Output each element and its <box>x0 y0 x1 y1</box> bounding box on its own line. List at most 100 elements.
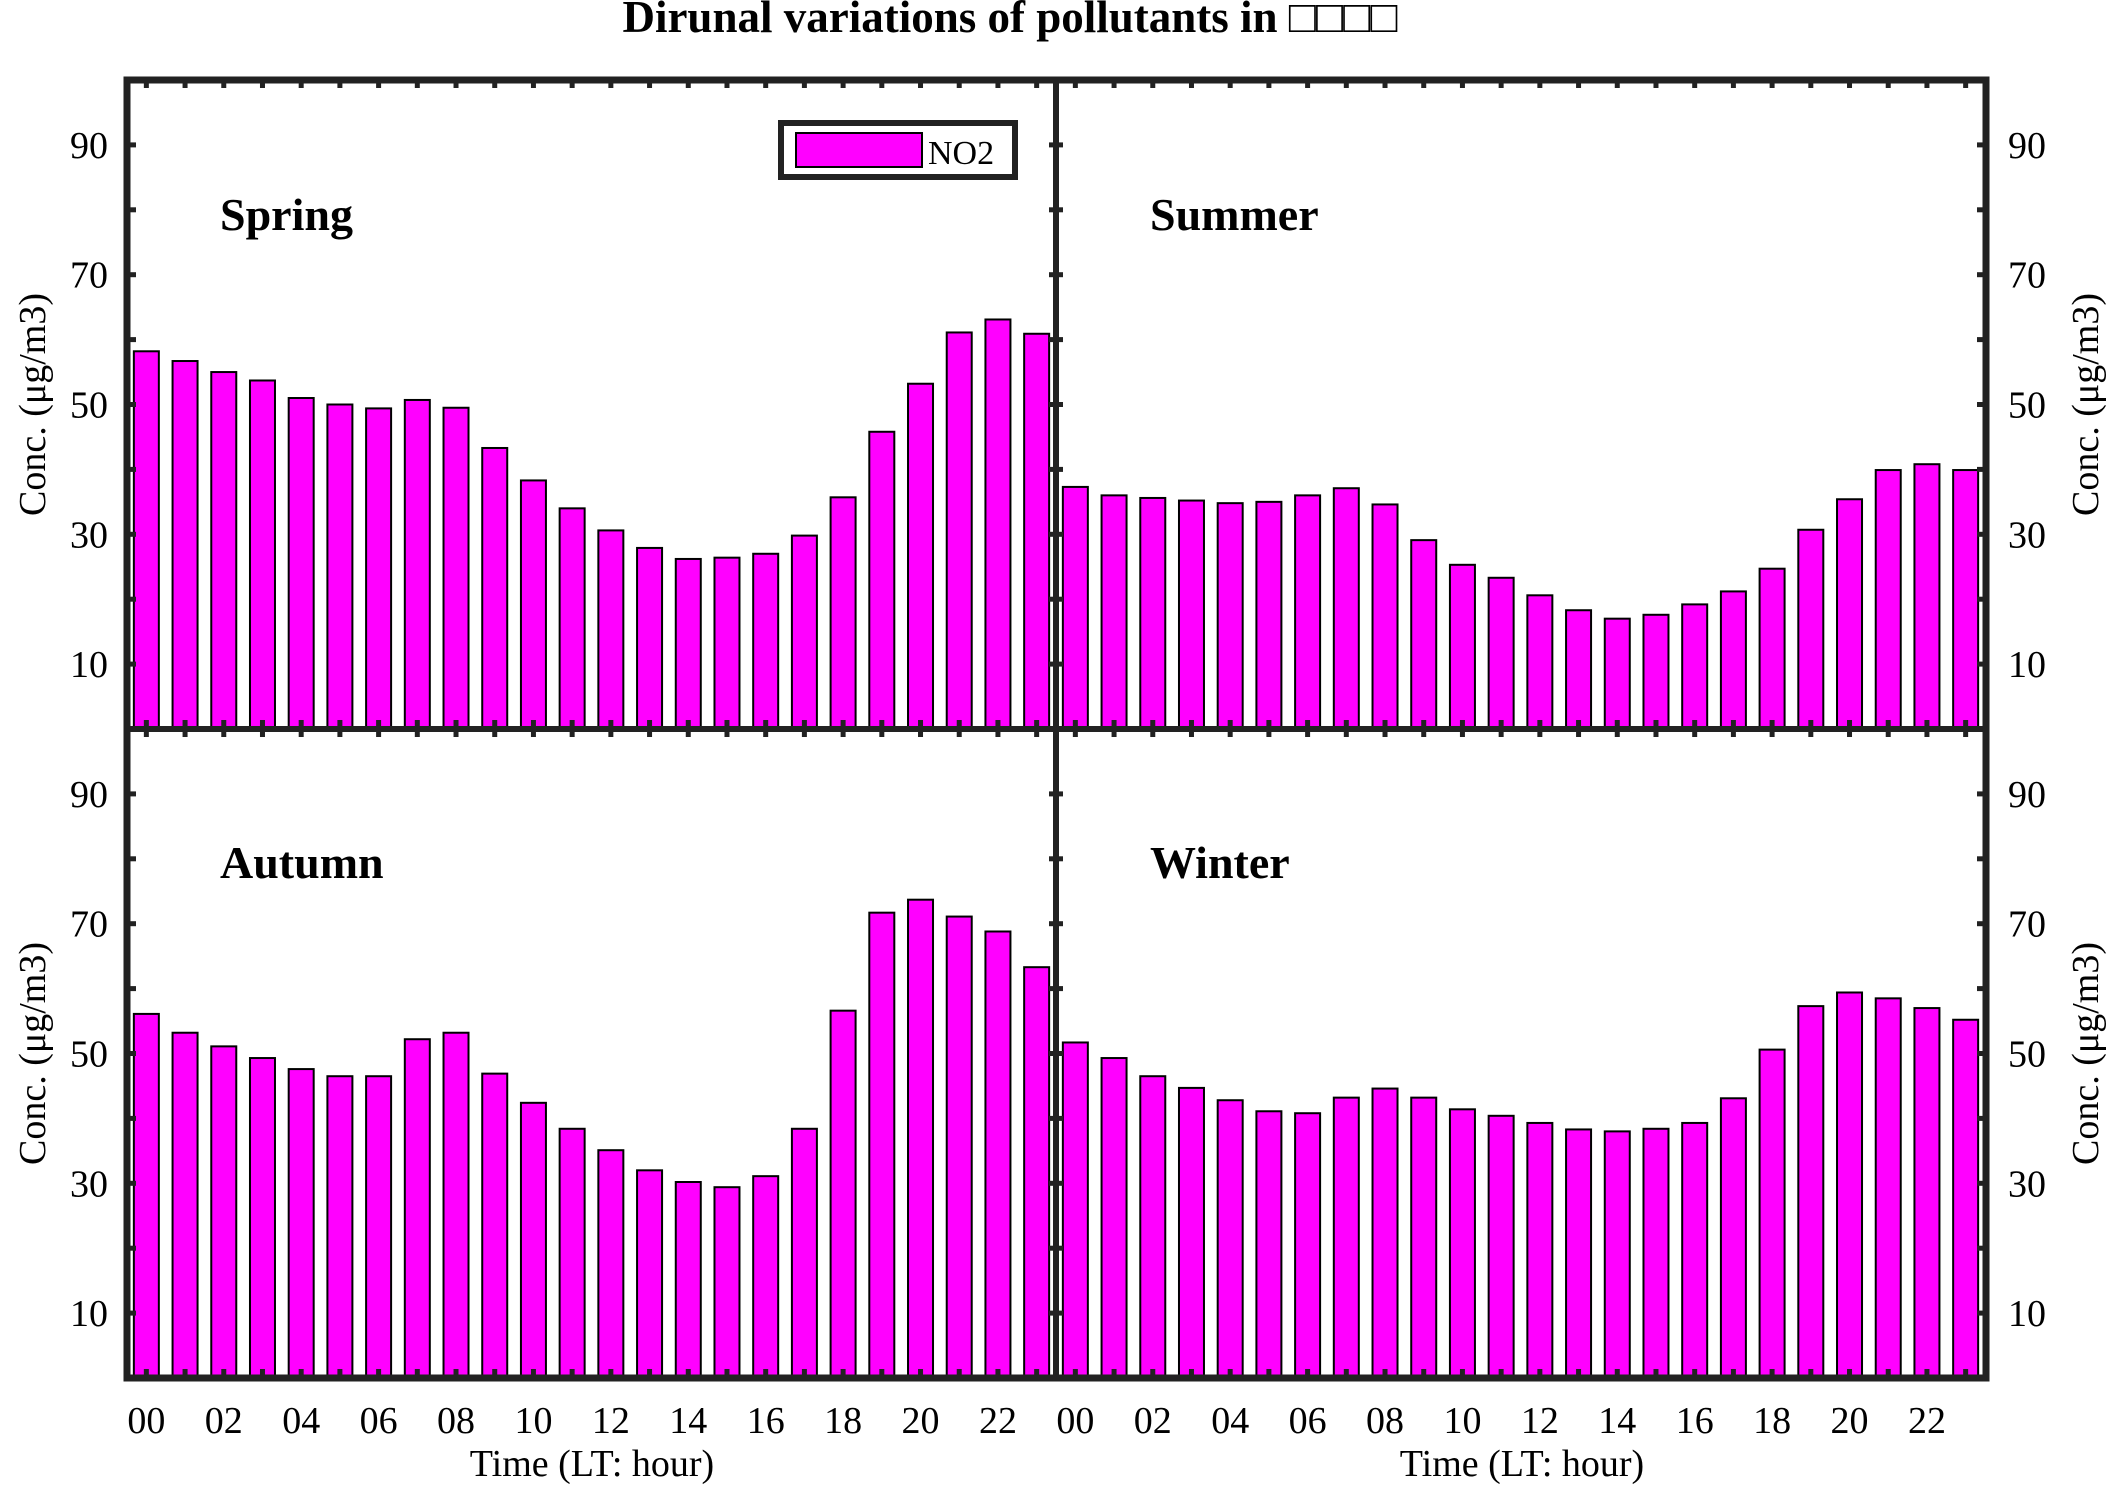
panel-winter: Winter 10 30 50 70 90 Conc. (μg/m3) 00 02 04 06 08 1… <box>1056 729 2107 1442</box>
chart-title: Dirunal variations of pollutants in □□□□ <box>622 0 1397 42</box>
bar-summer-10 <box>1448 563 1476 730</box>
bar-summer-08 <box>1371 503 1399 731</box>
bar-spring-21 <box>945 331 973 730</box>
bar-summer-09 <box>1410 539 1438 731</box>
bar-winter-14 <box>1603 1130 1631 1379</box>
bar-summer-03 <box>1177 499 1205 730</box>
panel-summer: Summer 10 30 50 70 90 Conc. (μg/m3) <box>1056 80 2107 731</box>
season-label-spring: Spring <box>220 189 353 240</box>
bar-winter-21 <box>1874 997 1902 1380</box>
bar-winter-16 <box>1681 1121 1709 1379</box>
tick-marks-winter <box>1056 729 1986 1378</box>
y-axis-label-spring: Conc. (μg/m3) <box>12 293 54 516</box>
legend-swatch-no2 <box>795 132 923 168</box>
bar-autumn-19 <box>868 911 896 1379</box>
y-tick-label-winter-30: 30 <box>2008 1163 2046 1205</box>
bar-summer-00 <box>1061 485 1089 731</box>
bar-summer-17 <box>1719 590 1747 730</box>
panel-autumn: Autumn 10 30 50 70 90 Conc. (μg/m3) 00 02 04 06 08 1… <box>12 729 1056 1442</box>
y-axis-label-summer: Conc. (μg/m3) <box>2065 293 2107 516</box>
x-tick-label-autumn-14: 14 <box>669 1400 707 1442</box>
bar-spring-10 <box>519 479 547 730</box>
y-tick-label-winter-90: 90 <box>2008 774 2046 816</box>
panels-layer: Spring 10 30 50 70 90 Conc. (μg/m3) Summer 10 30 5… <box>12 80 2107 1442</box>
bar-spring-22 <box>984 318 1012 730</box>
x-tick-label-winter-00: 00 <box>1056 1400 1094 1442</box>
y-tick-label-spring-90: 90 <box>70 125 108 167</box>
x-tick-label-winter-06: 06 <box>1289 1400 1327 1442</box>
bar-autumn-12 <box>597 1149 625 1379</box>
y-tick-label-autumn-30: 30 <box>70 1163 108 1205</box>
bar-autumn-04 <box>287 1068 315 1379</box>
bar-summer-18 <box>1758 567 1786 731</box>
x-tick-label-autumn-18: 18 <box>824 1400 862 1442</box>
bar-spring-23 <box>1023 332 1051 730</box>
x-tick-label-autumn-06: 06 <box>360 1400 398 1442</box>
x-tick-label-autumn-04: 04 <box>282 1400 320 1442</box>
y-tick-label-autumn-50: 50 <box>70 1034 108 1076</box>
y-axis-label-winter: Conc. (μg/m3) <box>2065 942 2107 1165</box>
y-tick-label-summer-10: 10 <box>2008 644 2046 686</box>
x-tick-label-autumn-08: 08 <box>437 1400 475 1442</box>
bar-winter-04 <box>1216 1099 1244 1379</box>
y-axis-label-autumn: Conc. (μg/m3) <box>12 942 54 1165</box>
x-axis-label-left: Time (LT: hour) <box>470 1443 714 1485</box>
bar-winter-07 <box>1332 1096 1360 1379</box>
x-tick-label-autumn-22: 22 <box>979 1400 1017 1442</box>
x-tick-label-winter-14: 14 <box>1598 1400 1636 1442</box>
bar-spring-03 <box>248 379 276 730</box>
bar-spring-09 <box>481 446 509 730</box>
bar-spring-07 <box>403 398 431 730</box>
bar-spring-14 <box>674 557 702 731</box>
season-label-autumn: Autumn <box>220 837 384 888</box>
y-tick-label-winter-70: 70 <box>2008 904 2046 946</box>
bar-summer-11 <box>1487 576 1515 731</box>
bar-winter-15 <box>1642 1127 1670 1380</box>
bar-autumn-10 <box>519 1101 547 1379</box>
bar-autumn-00 <box>132 1012 160 1379</box>
bar-winter-09 <box>1410 1096 1438 1379</box>
bar-spring-00 <box>132 350 160 730</box>
bar-winter-05 <box>1255 1110 1283 1379</box>
bar-spring-11 <box>558 507 586 730</box>
y-tick-label-summer-30: 30 <box>2008 514 2046 556</box>
bar-autumn-07 <box>403 1038 431 1379</box>
bar-autumn-03 <box>248 1057 276 1380</box>
bar-winter-19 <box>1797 1005 1825 1379</box>
bar-winter-17 <box>1719 1097 1747 1380</box>
y-tick-label-autumn-70: 70 <box>70 904 108 946</box>
bar-spring-15 <box>713 556 741 730</box>
bar-spring-05 <box>326 403 354 730</box>
x-tick-label-autumn-10: 10 <box>514 1400 552 1442</box>
bar-summer-22 <box>1913 463 1941 730</box>
x-tick-label-winter-12: 12 <box>1521 1400 1559 1442</box>
legend: NO2 <box>778 120 1018 180</box>
y-tick-label-spring-10: 10 <box>70 644 108 686</box>
x-tick-label-winter-16: 16 <box>1676 1400 1714 1442</box>
bar-winter-08 <box>1371 1087 1399 1380</box>
bar-spring-02 <box>210 371 238 730</box>
bar-autumn-02 <box>210 1045 238 1379</box>
bar-summer-12 <box>1526 594 1554 730</box>
bar-spring-01 <box>171 360 199 730</box>
bar-autumn-17 <box>790 1127 818 1380</box>
bar-winter-23 <box>1952 1018 1980 1379</box>
bar-winter-06 <box>1294 1112 1322 1379</box>
x-tick-label-winter-20: 20 <box>1831 1400 1869 1442</box>
x-tick-label-autumn-00: 00 <box>127 1400 165 1442</box>
bar-summer-04 <box>1216 502 1244 730</box>
panel-spring: Spring 10 30 50 70 90 Conc. (μg/m3) <box>12 80 1056 731</box>
bar-autumn-01 <box>171 1031 199 1379</box>
bar-summer-01 <box>1100 494 1128 730</box>
bar-winter-20 <box>1836 991 1864 1379</box>
bar-summer-19 <box>1797 528 1825 731</box>
bar-autumn-14 <box>674 1181 702 1379</box>
x-tick-label-autumn-02: 02 <box>205 1400 243 1442</box>
x-tick-label-winter-18: 18 <box>1753 1400 1791 1442</box>
bar-summer-16 <box>1681 603 1709 731</box>
bar-winter-03 <box>1177 1086 1205 1380</box>
y-tick-label-summer-50: 50 <box>2008 385 2046 427</box>
bar-summer-15 <box>1642 613 1670 731</box>
bar-autumn-18 <box>829 1009 857 1379</box>
bar-winter-18 <box>1758 1048 1786 1379</box>
